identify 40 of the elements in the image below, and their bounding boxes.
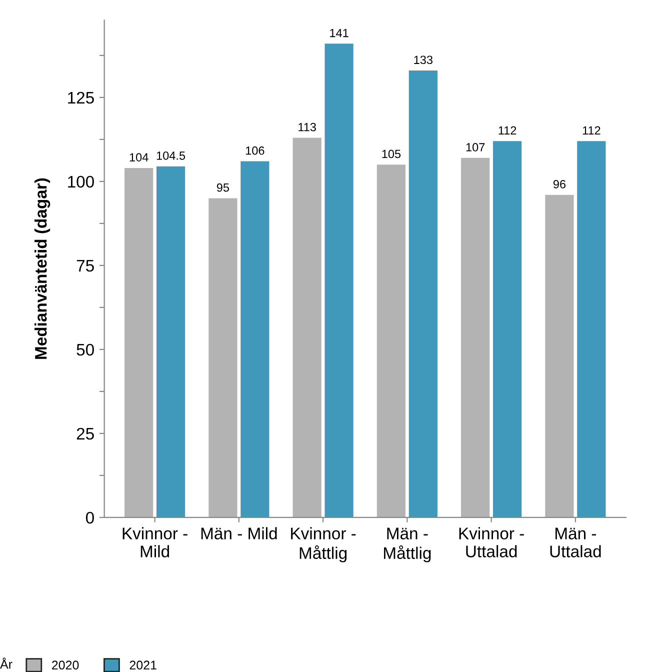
legend-title: År [0,658,12,669]
y-axis-title: Medianväntetid (dagar) [34,178,50,359]
data-label: 104.5 [156,151,186,160]
y-tick-label: 0 [86,512,94,524]
data-label: 106 [246,146,264,155]
data-label: 95 [216,183,230,192]
x-tick-label: Män - Måttlig [384,528,431,562]
bar [376,164,406,518]
x-tick-label: Kvinnor - Mild [122,527,188,558]
data-label: 112 [498,126,516,135]
bar [292,138,322,518]
data-label: 96 [553,180,566,188]
data-label: 107 [466,143,485,152]
data-label: 104 [130,153,148,162]
bar [577,141,606,518]
bar [240,161,270,518]
data-label: 141 [330,28,348,38]
x-tick-label: Kvinnor - Måttlig [291,527,356,562]
legend-label: 2021 [130,660,156,670]
bar [156,166,186,518]
bar [408,70,438,518]
y-tick-label: 75 [76,260,94,272]
bar [324,44,354,518]
bar [208,198,238,518]
x-tick-label: Kvinnor - Uttalad [459,527,524,558]
x-tick-label: Män - Mild [201,527,277,540]
x-tick-label: Män - Uttalad [550,528,601,558]
legend-label: 2020 [52,660,79,670]
data-label: 112 [582,126,600,135]
bar [545,194,574,518]
bar [492,141,522,518]
data-label: 133 [414,56,432,64]
data-label: 113 [298,122,316,132]
y-tick-label: 100 [68,176,94,188]
y-tick-label: 125 [68,92,94,104]
data-label: 105 [382,150,401,158]
bar [124,168,154,518]
bar [461,158,490,518]
y-tick-label: 50 [76,344,94,356]
y-tick-label: 25 [76,428,94,440]
